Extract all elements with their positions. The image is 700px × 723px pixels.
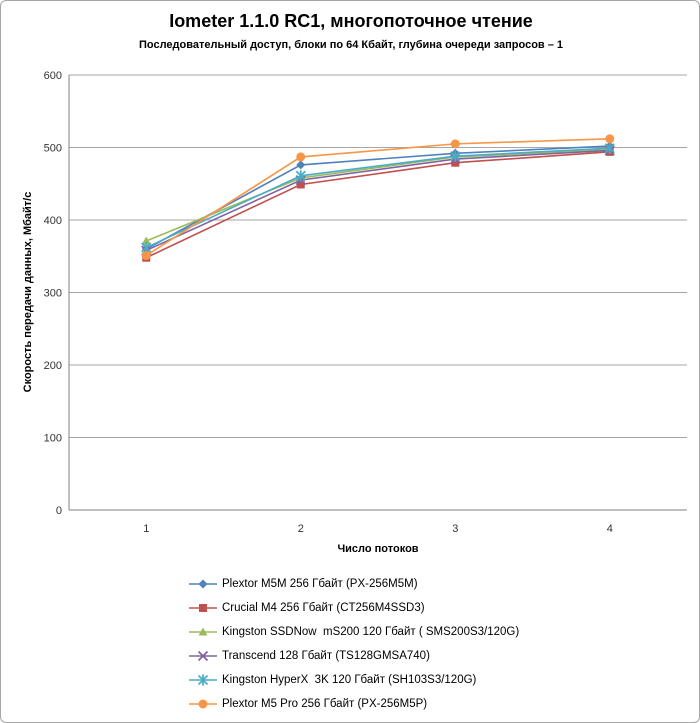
legend-marker-circle-icon bbox=[189, 699, 217, 709]
series-1 bbox=[141, 141, 615, 254]
series-line bbox=[145, 145, 610, 250]
data-point-marker bbox=[296, 152, 306, 162]
series-6 bbox=[141, 134, 615, 261]
data-point-marker bbox=[296, 160, 306, 170]
series-line bbox=[145, 138, 610, 257]
legend-label: Plextor M5 Pro 256 Гбайт (PX-256M5P) bbox=[222, 698, 428, 710]
y-tick-label: 300 bbox=[44, 288, 62, 300]
legend-marker-square-icon bbox=[189, 604, 217, 612]
legend-item-4: Transcend 128 Гбайт (TS128GMSA740) bbox=[189, 644, 519, 668]
data-point-marker bbox=[141, 251, 151, 261]
data-point-marker bbox=[198, 627, 208, 636]
y-tick-label: 400 bbox=[44, 215, 62, 227]
legend-item-6: Plextor M5 Pro 256 Гбайт (PX-256M5P) bbox=[189, 692, 519, 716]
data-point-marker bbox=[451, 158, 460, 167]
y-tick-label: 0 bbox=[56, 505, 62, 517]
series-line bbox=[145, 151, 610, 259]
y-tick-label: 100 bbox=[44, 433, 62, 445]
chart-subtitle: Последовательный доступ, блоки по 64 Кба… bbox=[138, 39, 564, 51]
data-point-marker bbox=[198, 579, 208, 589]
data-point-marker bbox=[604, 142, 615, 154]
series-2 bbox=[142, 147, 614, 262]
legend: Plextor M5M 256 Гбайт (PX-256M5M) Crucial… bbox=[189, 572, 519, 716]
data-point-marker bbox=[450, 150, 461, 162]
legend-item-5: Kingston HyperX 3K 120 Гбайт (SH103S3/12… bbox=[189, 668, 519, 692]
x-tick-label: 4 bbox=[607, 523, 613, 535]
data-point-marker bbox=[197, 674, 209, 686]
x-tick-label: 2 bbox=[298, 523, 304, 535]
data-point-marker bbox=[197, 650, 209, 662]
y-tick-label: 600 bbox=[44, 70, 62, 82]
gridlines bbox=[69, 74, 687, 438]
legend-label: Plextor M5M 256 Гбайт (PX-256M5M) bbox=[222, 578, 418, 590]
tick-labels: 0 100 200 300 400 500 600 1 2 3 4 bbox=[44, 70, 613, 535]
data-point-marker bbox=[296, 180, 305, 189]
chart-title: Iometer 1.1.0 RC1, многопоточное чтение bbox=[169, 11, 533, 31]
data-point-marker bbox=[605, 134, 615, 144]
legend-marker-x-icon bbox=[189, 650, 217, 662]
x-axis-title: Число потоков bbox=[337, 543, 418, 555]
legend-marker-star-icon bbox=[189, 674, 217, 686]
y-tick-label: 200 bbox=[44, 360, 62, 372]
legend-label: Transcend 128 Гбайт (TS128GMSA740) bbox=[222, 650, 430, 662]
series-lines bbox=[141, 134, 615, 262]
legend-label: Kingston SSDNow mS200 120 Гбайт ( SMS200… bbox=[222, 626, 520, 638]
series-line bbox=[145, 149, 610, 252]
legend-item-1: Plextor M5M 256 Гбайт (PX-256M5M) bbox=[189, 572, 519, 596]
legend-label: Kingston HyperX 3K 120 Гбайт (SH103S3/12… bbox=[222, 674, 477, 686]
y-axis-title: Скорость передачи данных, Мбайт/с bbox=[22, 192, 34, 393]
data-point-marker bbox=[295, 170, 306, 182]
series-4 bbox=[141, 145, 615, 256]
x-tick-label: 3 bbox=[452, 523, 458, 535]
data-point-marker bbox=[450, 139, 460, 149]
legend-label: Crucial M4 256 Гбайт (CT256M4SSD3) bbox=[222, 602, 425, 614]
series-3 bbox=[141, 145, 615, 245]
y-tick-label: 500 bbox=[44, 143, 62, 155]
series-5 bbox=[141, 142, 615, 254]
legend-marker-diamond-icon bbox=[189, 579, 217, 589]
legend-item-3: Kingston SSDNow mS200 120 Гбайт ( SMS200… bbox=[189, 620, 519, 644]
series-line bbox=[145, 148, 610, 242]
x-tick-label: 1 bbox=[143, 523, 149, 535]
legend-marker-triangle-icon bbox=[189, 627, 217, 636]
data-point-marker bbox=[199, 604, 207, 612]
data-point-marker bbox=[198, 699, 208, 709]
legend-item-2: Crucial M4 256 Гбайт (CT256M4SSD3) bbox=[189, 596, 519, 620]
series-line bbox=[145, 147, 610, 249]
data-point-marker bbox=[141, 236, 151, 245]
axes bbox=[68, 75, 687, 511]
